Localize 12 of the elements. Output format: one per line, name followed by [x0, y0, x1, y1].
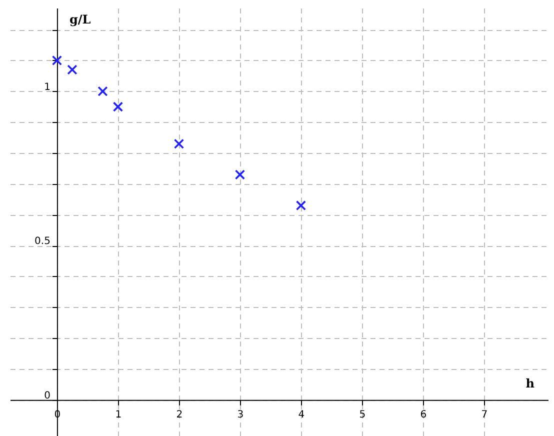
x-tick-label: 3: [237, 409, 244, 420]
x-tick-label: 7: [481, 409, 488, 420]
x-tick-label: 5: [359, 409, 366, 420]
x-tick-label: 2: [176, 409, 183, 420]
y-tick-label: 1: [44, 82, 50, 93]
y-tick-label: 0: [44, 390, 50, 402]
y-axis-title: g/L: [69, 12, 92, 26]
x-tick-label: 1: [115, 409, 122, 420]
x-tick-label: 4: [298, 409, 305, 420]
y-tick-label: 0.5: [34, 236, 50, 248]
x-axis-title: h: [526, 376, 535, 390]
x-tick-label: 6: [420, 409, 427, 420]
